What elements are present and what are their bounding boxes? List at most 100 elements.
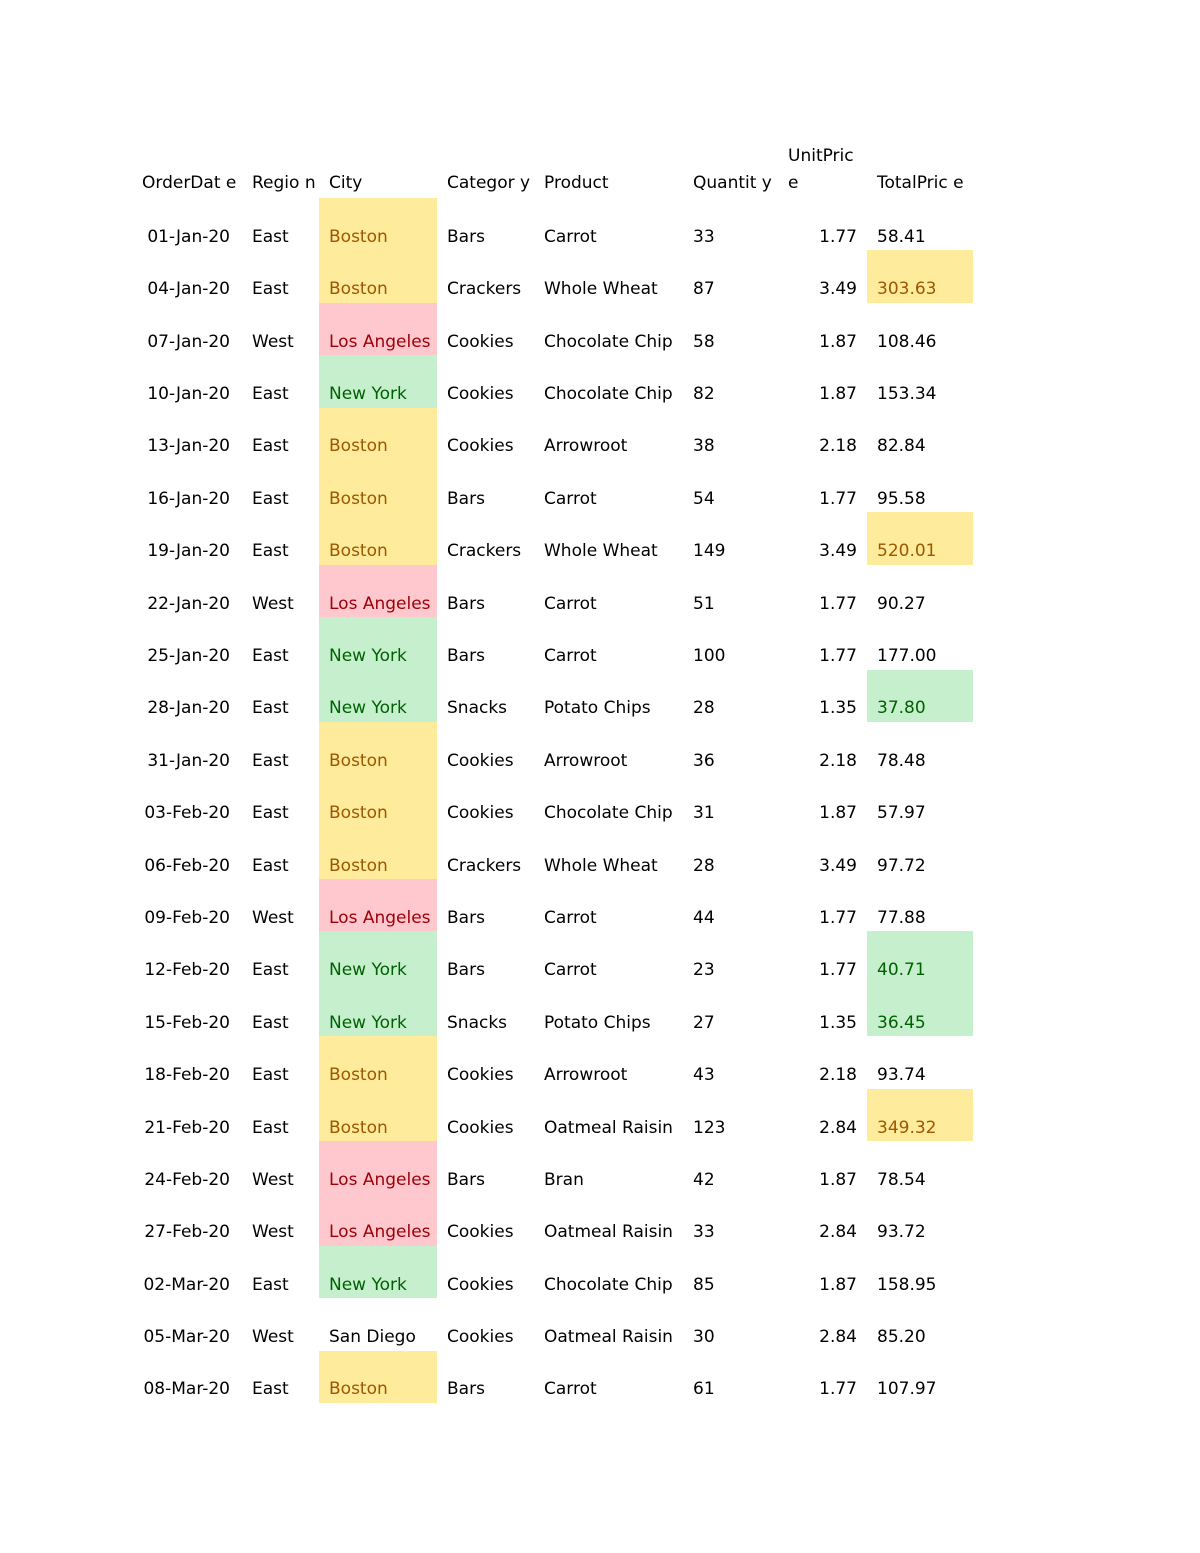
city-cell: New York bbox=[319, 617, 437, 670]
category-cell: Bars bbox=[447, 646, 485, 667]
table-row: 08-Mar-20 East Boston Bars Carrot 61 1.7… bbox=[132, 1350, 973, 1403]
total-price-cell: 97.72 bbox=[877, 855, 926, 876]
unit-price-cell: 2.18 bbox=[819, 750, 857, 771]
product-cell: Carrot bbox=[544, 593, 597, 614]
city-cell: New York bbox=[319, 931, 437, 984]
product-cell: Carrot bbox=[544, 646, 597, 667]
city-cell: Boston bbox=[319, 774, 437, 827]
region-cell: East bbox=[252, 1065, 289, 1086]
unit-price-cell: 1.77 bbox=[819, 907, 857, 928]
region-cell: West bbox=[252, 331, 294, 352]
quantity-cell: 33 bbox=[693, 226, 715, 247]
unit-price-cell: 1.77 bbox=[819, 488, 857, 509]
order-date-cell: 13-Jan-20 bbox=[147, 436, 230, 457]
category-cell: Bars bbox=[447, 960, 485, 981]
unit-price-cell: 1.87 bbox=[819, 1274, 857, 1295]
table-row: 05-Mar-20 West San Diego Cookies Oatmeal… bbox=[132, 1298, 973, 1350]
city-cell: New York bbox=[319, 669, 437, 722]
table-row: 21-Feb-20 East Boston Cookies Oatmeal Ra… bbox=[132, 1088, 973, 1142]
quantity-cell: 149 bbox=[693, 541, 726, 562]
category-cell: Cookies bbox=[447, 1117, 514, 1138]
product-cell: Oatmeal Raisin bbox=[544, 1222, 673, 1243]
unit-price-cell: 2.84 bbox=[819, 1327, 857, 1348]
product-cell: Carrot bbox=[544, 1379, 597, 1400]
table-row: 27-Feb-20 West Los Angeles Cookies Oatme… bbox=[132, 1193, 973, 1246]
region-cell: East bbox=[252, 803, 289, 824]
product-cell: Chocolate Chip bbox=[544, 803, 673, 824]
total-price-cell: 85.20 bbox=[877, 1327, 926, 1348]
product-cell: Bran bbox=[544, 1169, 584, 1190]
region-cell: West bbox=[252, 1327, 294, 1348]
table-row: 07-Jan-20 West Los Angeles Cookies Choco… bbox=[132, 302, 973, 356]
category-cell: Bars bbox=[447, 1169, 485, 1190]
order-date-cell: 25-Jan-20 bbox=[147, 646, 230, 667]
category-cell: Bars bbox=[447, 593, 485, 614]
total-price-cell: 177.00 bbox=[877, 646, 937, 667]
order-date-cell: 31-Jan-20 bbox=[147, 750, 230, 771]
category-cell: Bars bbox=[447, 1379, 485, 1400]
table-row: 22-Jan-20 West Los Angeles Bars Carrot 5… bbox=[132, 564, 973, 618]
total-price-cell: 158.95 bbox=[877, 1274, 937, 1295]
unit-price-cell: 1.87 bbox=[819, 331, 857, 352]
quantity-cell: 31 bbox=[693, 803, 715, 824]
table-row: 04-Jan-20 East Boston Crackers Whole Whe… bbox=[132, 250, 973, 303]
order-date-cell: 28-Jan-20 bbox=[147, 698, 230, 719]
city-cell: Boston bbox=[319, 1036, 437, 1089]
quantity-cell: 123 bbox=[693, 1117, 726, 1138]
category-cell: Crackers bbox=[447, 279, 522, 300]
city-cell: Los Angeles bbox=[319, 879, 437, 932]
order-date-cell: 21-Feb-20 bbox=[144, 1117, 230, 1138]
table-row: 09-Feb-20 West Los Angeles Bars Carrot 4… bbox=[132, 879, 973, 932]
city-cell: Boston bbox=[319, 459, 437, 513]
city-cell: New York bbox=[319, 983, 437, 1037]
order-date-cell: 15-Feb-20 bbox=[144, 1012, 230, 1033]
region-cell: East bbox=[252, 960, 289, 981]
quantity-cell: 28 bbox=[693, 698, 715, 719]
unit-price-cell: 2.84 bbox=[819, 1117, 857, 1138]
category-cell: Cookies bbox=[447, 803, 514, 824]
order-date-cell: 06-Feb-20 bbox=[144, 855, 230, 876]
category-cell: Bars bbox=[447, 488, 485, 509]
city-cell: Boston bbox=[319, 826, 437, 880]
order-date-cell: 24-Feb-20 bbox=[144, 1169, 230, 1190]
unit-price-cell: 1.77 bbox=[819, 1379, 857, 1400]
region-cell: East bbox=[252, 750, 289, 771]
table-row: 16-Jan-20 East Boston Bars Carrot 54 1.7… bbox=[132, 459, 973, 513]
city-cell: Boston bbox=[319, 1350, 437, 1403]
category-cell: Cookies bbox=[447, 750, 514, 771]
header-unit-price: UnitPric e bbox=[788, 146, 854, 193]
quantity-cell: 51 bbox=[693, 593, 715, 614]
quantity-cell: 85 bbox=[693, 1274, 715, 1295]
region-cell: West bbox=[252, 907, 294, 928]
category-cell: Cookies bbox=[447, 436, 514, 457]
quantity-cell: 61 bbox=[693, 1379, 715, 1400]
total-price-cell: 82.84 bbox=[877, 436, 926, 457]
region-cell: East bbox=[252, 384, 289, 405]
table-row: 10-Jan-20 East New York Cookies Chocolat… bbox=[132, 355, 973, 408]
city-cell: Boston bbox=[319, 721, 437, 775]
quantity-cell: 87 bbox=[693, 279, 715, 300]
total-price-cell: 93.74 bbox=[877, 1065, 926, 1086]
product-cell: Carrot bbox=[544, 226, 597, 247]
region-cell: East bbox=[252, 698, 289, 719]
city-cell: Boston bbox=[319, 250, 437, 303]
table-row: 25-Jan-20 East New York Bars Carrot 100 … bbox=[132, 617, 973, 670]
city-cell: Los Angeles bbox=[319, 1141, 437, 1194]
table-row: 06-Feb-20 East Boston Crackers Whole Whe… bbox=[132, 826, 973, 880]
total-price-cell: 349.32 bbox=[867, 1088, 973, 1142]
city-cell: Los Angeles bbox=[319, 564, 437, 618]
region-cell: East bbox=[252, 855, 289, 876]
unit-price-cell: 1.77 bbox=[819, 960, 857, 981]
city-cell: Boston bbox=[319, 512, 437, 565]
unit-price-cell: 3.49 bbox=[819, 279, 857, 300]
product-cell: Chocolate Chip bbox=[544, 384, 673, 405]
category-cell: Bars bbox=[447, 226, 485, 247]
region-cell: East bbox=[252, 646, 289, 667]
total-price-cell: 90.27 bbox=[877, 593, 926, 614]
product-cell: Oatmeal Raisin bbox=[544, 1117, 673, 1138]
product-cell: Whole Wheat bbox=[544, 855, 658, 876]
category-cell: Cookies bbox=[447, 1327, 514, 1348]
quantity-cell: 33 bbox=[693, 1222, 715, 1243]
order-date-cell: 07-Jan-20 bbox=[147, 331, 230, 352]
order-date-cell: 02-Mar-20 bbox=[143, 1274, 230, 1295]
